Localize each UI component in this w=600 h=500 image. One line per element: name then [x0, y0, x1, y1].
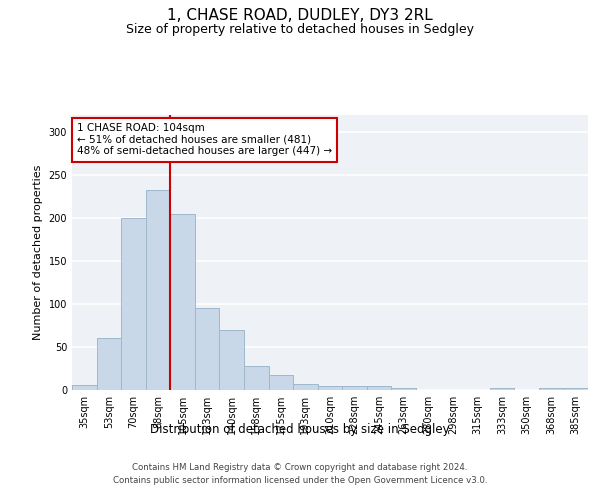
Bar — [391, 388, 416, 390]
Bar — [563, 388, 588, 390]
Bar — [170, 214, 195, 390]
Bar — [97, 338, 121, 390]
Bar — [72, 385, 97, 390]
Text: 1 CHASE ROAD: 104sqm
← 51% of detached houses are smaller (481)
48% of semi-deta: 1 CHASE ROAD: 104sqm ← 51% of detached h… — [77, 123, 332, 156]
Bar — [220, 330, 244, 390]
Text: Contains public sector information licensed under the Open Government Licence v3: Contains public sector information licen… — [113, 476, 487, 485]
Bar — [293, 384, 318, 390]
Bar — [121, 218, 146, 390]
Text: Size of property relative to detached houses in Sedgley: Size of property relative to detached ho… — [126, 22, 474, 36]
Bar — [269, 374, 293, 390]
Bar — [539, 388, 563, 390]
Bar — [490, 388, 514, 390]
Bar — [367, 386, 391, 390]
Bar — [318, 386, 342, 390]
Text: Distribution of detached houses by size in Sedgley: Distribution of detached houses by size … — [150, 422, 450, 436]
Bar — [195, 308, 220, 390]
Bar — [244, 366, 269, 390]
Bar — [146, 190, 170, 390]
Text: Contains HM Land Registry data © Crown copyright and database right 2024.: Contains HM Land Registry data © Crown c… — [132, 462, 468, 471]
Y-axis label: Number of detached properties: Number of detached properties — [33, 165, 43, 340]
Text: 1, CHASE ROAD, DUDLEY, DY3 2RL: 1, CHASE ROAD, DUDLEY, DY3 2RL — [167, 8, 433, 22]
Bar — [342, 386, 367, 390]
